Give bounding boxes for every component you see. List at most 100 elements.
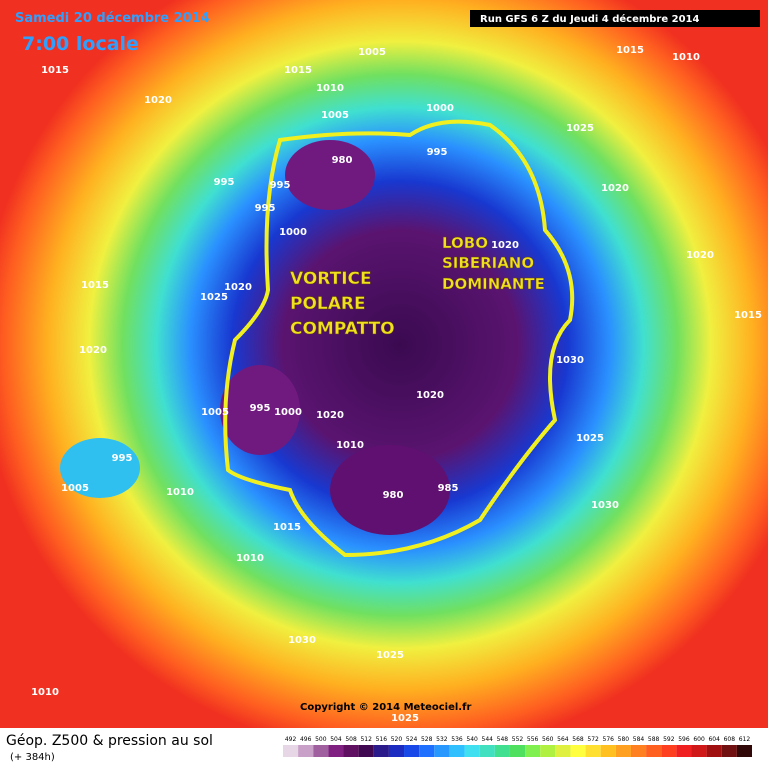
scale-cell [494, 745, 510, 757]
scale-cell [449, 745, 465, 757]
scale-label: 608 [724, 736, 736, 743]
isobar-label: 1000 [426, 103, 454, 114]
isobar-label: 1030 [288, 635, 316, 646]
isobar-label: 1025 [376, 650, 404, 661]
scale-label: 536 [451, 736, 463, 743]
isobar-label: 1015 [81, 280, 109, 291]
scale-label: 596 [678, 736, 690, 743]
scale-label: 612 [739, 736, 751, 743]
scale-cell [736, 745, 752, 757]
scale-cell [585, 745, 601, 757]
isobar-label: 1020 [316, 410, 344, 421]
isobar-label: 1025 [576, 433, 604, 444]
scale-cell [404, 745, 420, 757]
scale-cell [721, 745, 737, 757]
scale-cell [555, 745, 571, 757]
color-scale: 492 496 500 504 508 512 516 520 524 528 532 536 540 5… [283, 736, 752, 757]
scale-label: 492 [285, 736, 297, 743]
isobar-label: 995 [214, 177, 235, 188]
scale-label: 548 [497, 736, 509, 743]
scale-label: 576 [603, 736, 615, 743]
scale-cell [600, 745, 616, 757]
scale-cell [706, 745, 722, 757]
scale-cell [509, 745, 526, 757]
isobar-label: 1005 [321, 110, 349, 121]
isobar-label: 995 [427, 147, 448, 158]
scale-label: 524 [406, 736, 418, 743]
isobar-label: 1005 [201, 407, 229, 418]
scale-label: 504 [330, 736, 342, 743]
isobar-label: 980 [383, 490, 404, 501]
scale-cell [691, 745, 707, 757]
scale-label: 500 [315, 736, 327, 743]
copyright: Copyright © 2014 Meteociel.fr [300, 702, 471, 713]
scale-label: 540 [466, 736, 478, 743]
scale-cell [615, 745, 631, 757]
scale-cell [479, 745, 495, 757]
scale-label: 584 [633, 736, 645, 743]
isobar-label: 995 [270, 180, 291, 191]
scale-cell [434, 745, 450, 757]
isobar-label: 1010 [31, 687, 59, 698]
isobar-labels: 1015 1015 1005 1010 1005 1000 1015 1010 1025 1020… [31, 45, 762, 724]
scale-label: 516 [376, 736, 388, 743]
scale-cell [464, 745, 480, 757]
low-center [220, 365, 300, 455]
scale-cell [313, 745, 329, 757]
isobar-label: 1030 [591, 500, 619, 511]
annotation: LOBO [442, 234, 488, 252]
scale-label: 520 [391, 736, 403, 743]
isobar-label: 1010 [316, 83, 344, 94]
isobar-label: 1020 [491, 240, 519, 251]
isobar-label: 1020 [79, 345, 107, 356]
isobar-label: 1010 [336, 440, 364, 451]
isobar-label: 1015 [284, 65, 312, 76]
isobar-label: 1025 [566, 123, 594, 134]
scale-label: 568 [572, 736, 584, 743]
scale-cell [358, 745, 374, 757]
scale-cell [373, 745, 389, 757]
scale-cell [343, 745, 359, 757]
scale-label: 556 [527, 736, 539, 743]
scale-cell [525, 745, 541, 757]
scale-label: 580 [618, 736, 630, 743]
annotation: POLARE [290, 294, 366, 314]
scale-label: 600 [693, 736, 705, 743]
scale-label: 496 [300, 736, 312, 743]
scale-label: 544 [482, 736, 494, 743]
scale-cell [646, 745, 662, 757]
isobar-label: 980 [332, 155, 353, 166]
scale-cell [388, 745, 405, 757]
scale-cell [630, 745, 647, 757]
isobar-label: 1010 [672, 52, 700, 63]
scale-label: 552 [512, 736, 524, 743]
isobar-label: 1000 [279, 227, 307, 238]
isobar-label: 995 [250, 403, 271, 414]
isobar-label: 1020 [601, 183, 629, 194]
isobar-label: 985 [438, 483, 459, 494]
date: Samedi 20 décembre 2014 [15, 11, 210, 26]
scale-label: 532 [436, 736, 448, 743]
isobar-label: 1020 [144, 95, 172, 106]
scale-cell [298, 745, 314, 757]
scale-label: 512 [360, 736, 372, 743]
isobar-label: 1015 [41, 65, 69, 76]
isobar-label: 1025 [391, 713, 419, 724]
isobar-label: 1020 [416, 390, 444, 401]
isobar-label: 1015 [734, 310, 762, 321]
scale-label: 604 [708, 736, 720, 743]
footer-title: Géop. Z500 & pression au sol [6, 733, 213, 749]
isobar-label: 1010 [166, 487, 194, 498]
scale-label: 560 [542, 736, 554, 743]
run-box [470, 10, 760, 27]
scale-label: 592 [663, 736, 675, 743]
scale-cell [570, 745, 586, 757]
isobar-label: 995 [112, 453, 133, 464]
vortex-outline [223, 119, 575, 558]
isobar-label: 995 [255, 203, 276, 214]
scale-cell [419, 745, 435, 757]
isobar-label: 1015 [616, 45, 644, 56]
